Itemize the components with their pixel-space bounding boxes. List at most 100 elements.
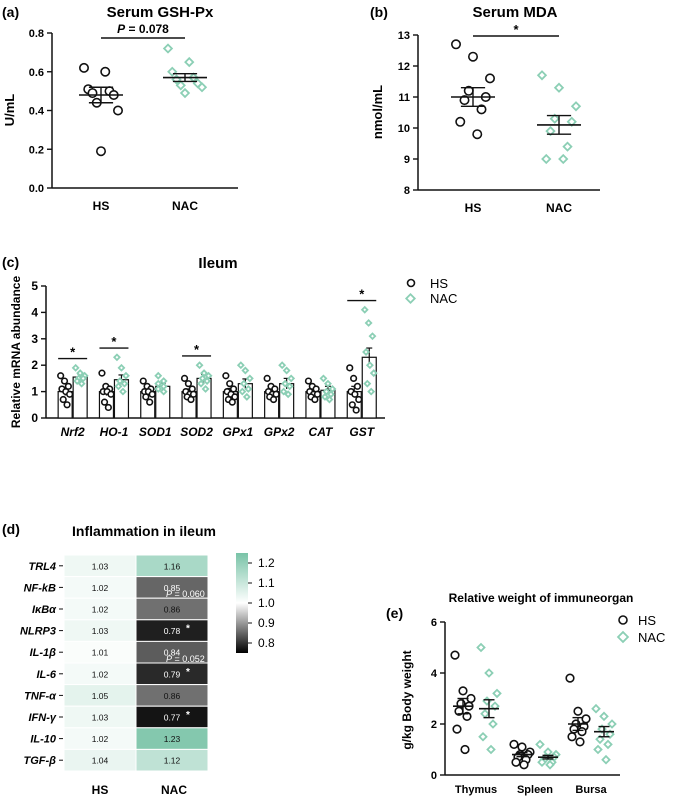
hs-point — [452, 724, 462, 734]
hs-point — [455, 116, 466, 127]
legend-hs-label: HS — [430, 276, 448, 291]
nac-point — [492, 688, 502, 699]
hs-point — [228, 398, 236, 406]
nac-point — [279, 387, 288, 396]
nac-point — [154, 371, 163, 380]
hs-point — [139, 377, 147, 385]
hs-point — [472, 129, 483, 140]
sig-star: * — [70, 345, 76, 360]
panel-c-ytick-label: 2 — [31, 358, 38, 372]
hs-point — [517, 742, 527, 752]
nac-point — [76, 369, 85, 378]
panel-b: (b) Serum MDA nmol/mL HS NAC * 8 9 10 11 12 1… — [370, 4, 600, 215]
nac-point — [71, 363, 80, 372]
heatmap-value: 0.86 — [164, 691, 181, 701]
nac-point — [545, 759, 555, 770]
nac-point — [120, 379, 129, 388]
legend-nac-marker — [404, 292, 417, 305]
panel-b-ytick-label: 8 — [404, 185, 410, 197]
panel-d-row-label: IκBα — [32, 604, 57, 616]
hs-point — [565, 673, 575, 683]
panel-c: (c) Ileum Relative mRNA abundance Nrf2 * H… — [2, 254, 457, 439]
heatmap-star: * — [186, 667, 190, 678]
panel-d-row-label: IFN-γ — [29, 712, 57, 724]
nac-point — [326, 390, 335, 399]
hs-point — [450, 39, 461, 50]
nac-point — [203, 377, 212, 385]
nac-point — [287, 374, 296, 383]
hs-point — [450, 650, 460, 660]
panel-c-ytick-label: 3 — [31, 332, 38, 346]
sig-star: * — [111, 334, 117, 349]
hs-point — [59, 395, 67, 404]
panel-a-xtick-label: NAC — [172, 199, 198, 213]
heatmap-value: 1.03 — [92, 561, 109, 571]
nac-point — [368, 332, 377, 341]
nac-point — [201, 385, 210, 393]
panel-b-xtick-label: HS — [465, 201, 482, 215]
nac-point — [281, 379, 290, 388]
nac-point — [79, 374, 88, 383]
hs-point — [263, 374, 271, 383]
panel-a: (a) Serum GSH-Px U/mL HS NAC P = 0.078 0… — [2, 4, 238, 213]
legend-nac-label: NAC — [638, 630, 665, 645]
nac-point — [154, 379, 163, 388]
hs-point — [346, 364, 354, 372]
panel-d-row-label: IL-10 — [30, 734, 57, 746]
panel-d-col-label: HS — [92, 783, 109, 797]
hs-point — [187, 395, 195, 404]
panel-d-col-label: NAC — [161, 783, 187, 797]
heatmap-value: 1.02 — [92, 734, 109, 744]
heatmap-value: 1.03 — [92, 713, 109, 723]
panel-a-ytick-label: 0.4 — [29, 106, 45, 118]
heatmap-value: 1.05 — [92, 691, 109, 701]
legend-hs-marker — [406, 278, 416, 288]
hs-point — [355, 395, 363, 404]
heatmap-pvalue-p: P — [166, 589, 172, 599]
nac-point — [536, 70, 548, 81]
nac-point — [486, 744, 496, 755]
hs-point — [113, 105, 124, 116]
hs-point — [519, 760, 529, 770]
hs-point — [351, 390, 359, 398]
heatmap-value: 1.01 — [92, 648, 109, 658]
panel-c-ylabel: Relative mRNA abundance — [9, 276, 23, 429]
nac-point — [245, 374, 254, 383]
heatmap-value: 1.23 — [164, 734, 181, 744]
panel-c-xtick-label: Nrf2 — [61, 425, 85, 439]
hs-point — [146, 398, 154, 406]
panel-c-ytick-label: 4 — [31, 305, 38, 319]
panel-d-row-label: NLRP3 — [20, 626, 56, 638]
heatmap-value: 1.03 — [92, 626, 109, 636]
sig-star: * — [194, 342, 200, 357]
nac-point — [535, 739, 545, 750]
hs-point — [352, 406, 360, 414]
nac-point — [159, 387, 168, 396]
panel-c-title: Ileum — [198, 255, 237, 272]
panel-b-title: Serum MDA — [472, 4, 557, 21]
heatmap-pvalue-rest: = 0.060 — [172, 589, 205, 599]
panel-a-title: Serum GSH-Px — [107, 4, 214, 21]
nac-point — [558, 153, 569, 165]
hs-point — [304, 377, 313, 385]
panel-d-row-label: IL-6 — [36, 669, 56, 681]
sig-star: * — [359, 287, 365, 302]
colorbar-tick-label: 1.1 — [258, 576, 275, 590]
panel-d-row-label: TNF-α — [24, 690, 57, 702]
hs-point — [66, 390, 74, 398]
panel-d: (d) Inflammation in ileum TRL4 1.03 1.16 NF… — [2, 521, 275, 797]
nac-point — [200, 369, 209, 378]
panel-a-ytick-label: 0.2 — [29, 144, 44, 156]
nac-point — [239, 379, 248, 388]
nac-point — [367, 387, 376, 396]
nac-point — [476, 642, 486, 653]
panel-e-ytick-label: 2 — [431, 719, 437, 731]
panel-c-xtick-label: GST — [349, 425, 375, 439]
nac-point — [278, 361, 287, 370]
panel-b-label: (b) — [370, 4, 388, 20]
panel-e-ytick-label: 0 — [431, 770, 437, 782]
hs-point — [104, 403, 112, 412]
legend-nac-marker — [616, 630, 630, 644]
nac-point — [198, 374, 207, 383]
panel-e-xtick-label: Spleen — [517, 784, 553, 796]
